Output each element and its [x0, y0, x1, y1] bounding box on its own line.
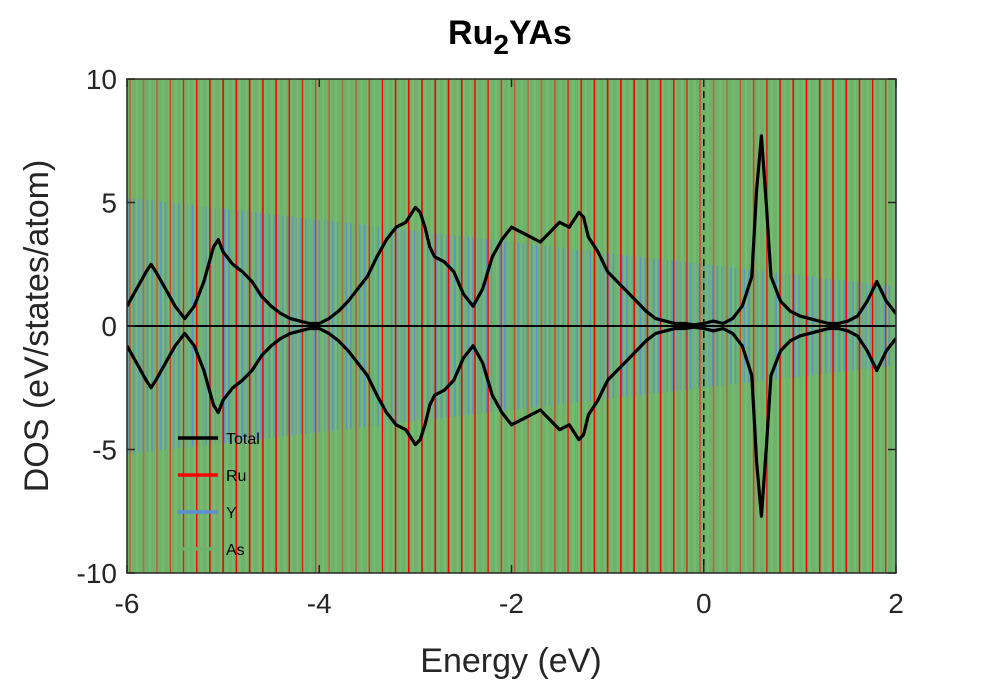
legend-item-total: Total [178, 431, 260, 448]
legend-item-as: As [178, 542, 245, 559]
legend-label-y: Y [226, 505, 237, 522]
y-tick-label: 10 [86, 64, 117, 95]
y-axis-label: DOS (eV/states/atom) [18, 160, 56, 493]
y-tick-label: -10 [77, 558, 117, 589]
total-dos-spin-down-line [127, 325, 896, 518]
y-axis: -10 -5 0 5 10 [77, 64, 896, 589]
legend-label-as: As [226, 542, 245, 559]
total-dos-spin-up-line [127, 134, 896, 327]
legend-item-y: Y [178, 505, 237, 522]
x-tick-label: -2 [499, 588, 524, 619]
y-tick-label: 5 [101, 188, 117, 219]
x-tick-label: -6 [115, 588, 140, 619]
y-tick-label: 0 [101, 311, 117, 342]
y-tick-label: -5 [92, 435, 117, 466]
plot-area [127, 79, 896, 573]
x-tick-label: -4 [307, 588, 332, 619]
x-axis-label: Energy (eV) [420, 642, 601, 680]
chart-title: Ru2YAs [448, 14, 572, 60]
legend-item-ru: Ru [178, 468, 246, 485]
x-tick-label: 2 [888, 588, 904, 619]
legend-label-total: Total [226, 431, 260, 448]
legend-label-ru: Ru [226, 468, 246, 485]
x-tick-label: 0 [696, 588, 712, 619]
legend: Total Ru Y As [178, 431, 260, 559]
x-axis: -6 -4 -2 0 2 [115, 79, 904, 619]
